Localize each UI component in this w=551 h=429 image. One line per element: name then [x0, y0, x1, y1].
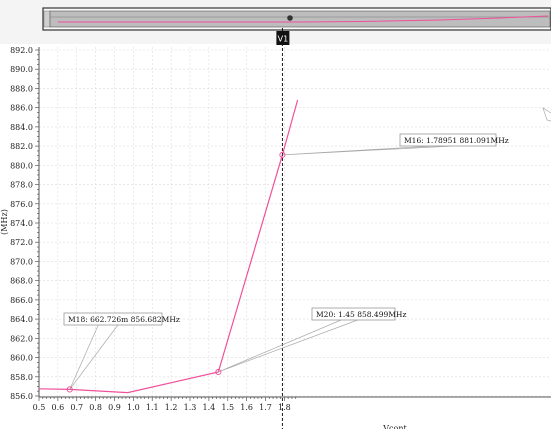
marker-label-box[interactable] — [63, 312, 163, 326]
marker-label-box[interactable] — [399, 133, 497, 147]
overview-waveform — [58, 15, 549, 23]
marker-label[interactable]: M20: 1.45 858.499MHz — [316, 310, 406, 319]
cursor-label-box[interactable] — [276, 31, 290, 45]
x-tick-label: 0.5 — [33, 403, 46, 412]
wave-icon[interactable] — [287, 15, 293, 21]
y-tick-label: 880.0 — [10, 161, 33, 170]
x-tick-label: 1.5 — [221, 403, 234, 412]
y-tick-label: 866.0 — [10, 296, 33, 305]
series-line — [38, 99, 299, 394]
x-tick-label: 1.8 — [278, 403, 291, 412]
y-axis-title: (MHz) — [0, 209, 9, 235]
marker-label[interactable]: M16: 1.78951 881.091MHz — [404, 136, 509, 145]
x-tick-label: 1.1 — [146, 403, 159, 412]
y-tick-label: 870.0 — [10, 257, 33, 266]
cursor-label-v1[interactable]: V1 — [278, 35, 289, 44]
y-tick-label: 886.0 — [10, 104, 33, 113]
x-tick-label: 1.6 — [240, 403, 253, 412]
marker-point[interactable] — [279, 151, 286, 158]
x-axis-title: Vcont — [382, 424, 407, 429]
y-tick-label: 892.0 — [10, 46, 33, 55]
x-tick-label: 1.4 — [203, 403, 216, 412]
y-tick-label: 868.0 — [10, 277, 33, 286]
marker-callout-pointer — [69, 324, 119, 390]
y-tick-label: 876.0 — [10, 200, 33, 209]
y-tick-label: 864.0 — [10, 315, 33, 324]
y-tick-label: 882.0 — [10, 142, 33, 151]
x-tick-label: 1.3 — [184, 403, 197, 412]
y-tick-label: 874.0 — [10, 219, 33, 228]
y-tick-label: 878.0 — [10, 181, 33, 190]
x-tick-label: 0.6 — [52, 403, 65, 412]
marker-point[interactable] — [215, 368, 222, 376]
x-tick-label: 0.8 — [89, 403, 102, 412]
offscreen-marker-callout — [542, 107, 551, 122]
y-tick-label: 858.0 — [10, 373, 33, 382]
x-tick-label: 1.2 — [165, 403, 178, 412]
marker-callout-pointer — [218, 319, 358, 373]
marker-callout-pointer — [282, 145, 453, 156]
y-tick-label: 890.0 — [10, 65, 33, 74]
marker-label[interactable]: M18: 662.726m 856.682MHz — [68, 315, 180, 324]
x-tick-label: 1.7 — [259, 403, 272, 412]
x-tick-label: 0.7 — [70, 403, 83, 412]
overview-left-handle[interactable] — [43, 10, 51, 28]
y-tick-label: 860.0 — [10, 354, 33, 363]
marker-point[interactable] — [66, 386, 73, 393]
y-tick-label: 862.0 — [10, 334, 33, 343]
y-tick-label: 888.0 — [10, 84, 33, 93]
x-tick-label: 0.9 — [108, 403, 121, 412]
y-tick-label: 884.0 — [10, 123, 33, 132]
y-tick-label: 872.0 — [10, 238, 33, 247]
x-tick-label: 1.0 — [127, 403, 140, 412]
overview-scroll-thumb[interactable] — [49, 10, 551, 28]
marker-label-box[interactable] — [311, 307, 396, 321]
y-tick-label: 856.0 — [10, 392, 33, 401]
